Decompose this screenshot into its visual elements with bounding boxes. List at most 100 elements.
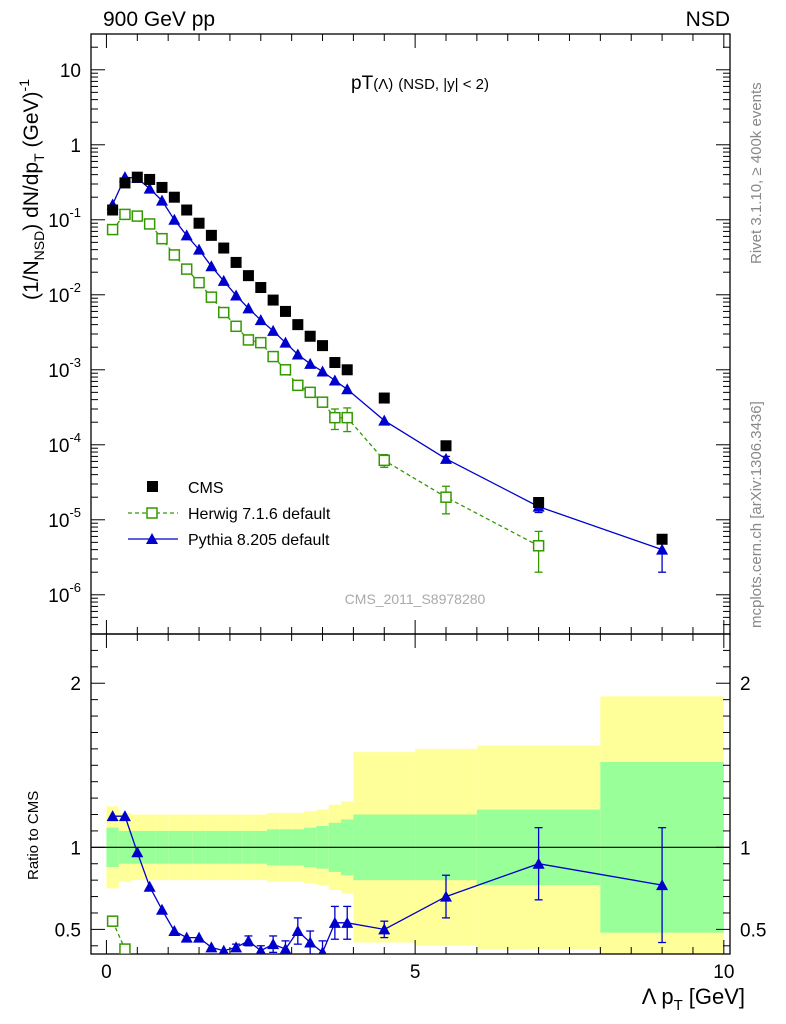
y-tick-label: 10-4 [48,430,81,457]
ratio-y-tick-label: 1 [70,838,81,859]
ratio-y-axis-label: Ratio to CMS [25,791,42,880]
ratio-pythia-point [267,938,280,950]
ratio-pythia-point [255,944,266,954]
ratio-pythia-point [318,946,327,954]
ratio-pythia-point [279,943,292,954]
ratio-pythia-point [378,923,391,935]
cms-point [279,305,291,317]
herwig-point [242,334,255,346]
herwig-point [143,218,156,230]
ratio-pythia-point [193,931,206,943]
axes [90,33,731,955]
xlabel-unit: [GeV] [689,984,745,1009]
main-panel-series [106,171,669,573]
ratio-herwig-point [106,915,119,927]
pythia-point [205,260,218,272]
herwig-point [329,411,341,424]
ratio-pythia-point [205,941,218,953]
pythia-point [168,213,181,225]
xlabel-sub: T [674,997,683,1014]
ratio-herwig-line [112,920,126,950]
cms-point [144,173,156,185]
cms-point [341,364,353,376]
y-tick-label: 10-3 [48,355,81,382]
cms-point [218,242,230,254]
y-tick-mantissa: 10 [48,436,69,457]
y-tick-mantissa: 10 [48,211,69,232]
cms-point [181,204,193,216]
y-tick-exponent: -2 [69,280,81,295]
x-tick-label: 10 [713,962,734,983]
y-tick-label: 10-5 [48,505,81,532]
y-tick-mantissa: 10 [48,511,69,532]
ratio-pythia-point [180,931,193,943]
ratio-y-tick-label-right: 0.5 [740,920,766,941]
y-tick-label: 10 [60,61,81,82]
pythia-point [304,357,317,369]
legend: CMS Herwig 7.1.6 default Pythia 8.205 de… [128,480,331,549]
main-panel-frame [90,33,731,635]
herwig-point [292,379,304,392]
legend-label-herwig: Herwig 7.1.6 default [188,506,331,523]
ratio-panel-series [106,810,669,954]
herwig-point [304,386,316,399]
pythia-point [230,289,243,301]
ratio-pythia-point [218,944,229,954]
pythia-point [440,452,452,464]
herwig-point [205,291,218,303]
y-tick-mantissa: 10 [48,361,69,382]
herwig-point [267,350,279,363]
herwig-point [119,208,131,221]
ylabel-part-a-sub: NSD [31,231,47,261]
y-tick-label: 10-6 [48,580,81,607]
ylabel-part-c-sup: -1 [16,79,32,92]
herwig-point [156,232,168,245]
plot-title-main: pT [351,73,374,94]
ratio-pythia-point [131,846,144,858]
pythia-point [254,314,267,326]
cms-point [329,357,341,369]
ratio-y-tick-label: 2 [70,674,81,695]
cms-point [168,191,180,203]
legend-label-cms: CMS [188,480,224,497]
ratio-pythia-point [328,916,341,928]
ratio-pythia-point [230,941,243,953]
y-tick-label: 10-1 [48,205,81,232]
ratio-pythia-point [304,936,317,948]
ratio-pythia-point [341,916,354,928]
legend-marker-cms [147,481,158,492]
pythia-point [341,383,354,395]
herwig-point [440,491,452,503]
ratio-panel-frame [90,633,731,955]
cms-point [156,181,168,193]
legend-label-pythia: Pythia 8.205 default [188,532,330,549]
cms-point [656,533,668,545]
pythia-point [193,243,206,255]
legend-entry-pythia: Pythia 8.205 default [128,532,330,549]
y-tick-mantissa: 10 [48,286,69,307]
pythia-point [316,365,329,377]
y-tick-exponent: -4 [69,430,81,445]
ratio-pythia-point [143,880,156,892]
herwig-point [131,210,144,222]
herwig-point [230,320,242,333]
plot-title-paren: (Λ) [373,76,393,93]
y-tick-label: 1 [70,136,81,157]
legend-entry-cms: CMS [147,480,224,497]
y-tick-exponent: -6 [69,580,81,595]
x-tick-label: 0 [101,962,112,983]
y-tick-label: 10-2 [48,280,81,307]
herwig-point [316,396,329,408]
header-left-label: 900 GeV pp [103,8,215,31]
cms-point [440,440,452,452]
pythia-point [378,414,391,426]
xlabel-main: Λ p [642,984,674,1009]
pythia-point [279,336,292,348]
cms-point [533,497,545,509]
herwig-point [106,223,119,236]
cms-point [378,392,390,404]
ratio-pythia-line [112,815,663,954]
herwig-point [168,249,181,261]
legend-marker-herwig [146,507,158,519]
